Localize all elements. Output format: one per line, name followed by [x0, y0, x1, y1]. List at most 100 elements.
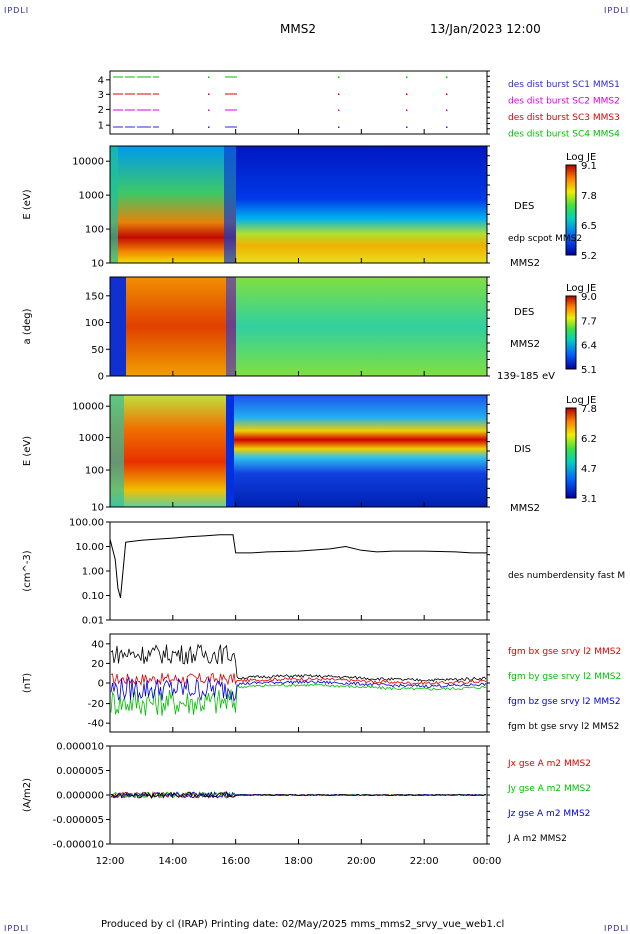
y-tick-label: 20	[91, 659, 104, 670]
current-panel	[109, 745, 488, 845]
y-tick-label: 0.000000	[56, 791, 104, 802]
y-tick-label: -20	[88, 699, 104, 710]
burst-dot	[446, 109, 448, 111]
bfield-legend-entry: fgm bx gse srvy l2 MMS2	[508, 647, 621, 657]
density-panel	[109, 521, 488, 621]
bfield-series-line	[110, 676, 487, 703]
density-series-line	[109, 534, 487, 599]
colorbar-title: Log JE	[566, 283, 596, 294]
datetime-title: 13/Jan/2023 12:00	[430, 22, 541, 36]
des-energy-overlay-label: edp scpot MMS2	[508, 234, 582, 244]
x-tick-label: 00:00	[473, 856, 502, 867]
colorbar-tick-label: 6.5	[581, 221, 597, 232]
colorbar-title: Log JE	[566, 152, 596, 163]
burst-dot	[338, 109, 340, 111]
y-axis-label: (A/m2)	[22, 778, 33, 812]
x-tick-label: 12:00	[96, 856, 125, 867]
bfield-series-line	[110, 672, 487, 686]
burst-panel	[109, 70, 488, 135]
y-tick-label: 10.00	[75, 542, 104, 553]
y-tick-label: 10000	[72, 157, 104, 168]
x-tick-label: 18:00	[284, 856, 313, 867]
burst-dot	[208, 76, 210, 78]
burst-dot	[406, 126, 408, 128]
current-legend-entry: J A m2 MMS2	[507, 834, 567, 844]
colorbar-tick-label: 5.2	[581, 251, 597, 262]
burst-dot	[338, 93, 340, 95]
des-energy-panel	[109, 145, 488, 264]
colorbar-tick-label: 6.2	[581, 434, 597, 445]
colorbar-tick-label: 5.1	[581, 365, 597, 376]
y-axis-label: E (eV)	[22, 436, 33, 466]
y-axis-label: (nT)	[22, 673, 33, 693]
burst-dot	[338, 126, 340, 128]
des-pitch-range-label: 139-185 eV	[497, 371, 555, 382]
burst-dot	[208, 109, 210, 111]
current-legend-entry: Jy gse A m2 MMS2	[507, 784, 591, 794]
y-tick-label: 0	[98, 372, 104, 383]
corner-label-tr: IPDLI	[604, 6, 630, 15]
colorbar-tick-label: 3.1	[581, 494, 597, 505]
y-tick-label: 0.10	[82, 591, 104, 602]
des-pitch-sublabel: MMS2	[510, 339, 540, 350]
x-tick-label: 20:00	[347, 856, 376, 867]
burst-dot	[446, 126, 448, 128]
y-tick-label: 1000	[79, 433, 104, 444]
bfield-panel	[109, 633, 488, 733]
burst-dot	[446, 76, 448, 78]
des-energy-label: DES	[514, 201, 534, 212]
y-tick-label: 100	[85, 466, 104, 477]
colorbar-des-pitch	[565, 295, 577, 370]
current-legend-entry: Jz gse A m2 MMS2	[507, 809, 590, 819]
y-tick-label: 10	[91, 259, 104, 270]
mission-title: MMS2	[280, 22, 316, 36]
current-legend-entry: Jx gse A m2 MMS2	[507, 759, 591, 769]
dis-energy-panel	[109, 394, 488, 508]
footer-text: Produced by cl (IRAP) Printing date: 02/…	[101, 919, 505, 930]
bfield-legend-entry: fgm bz gse srvy l2 MMS2	[508, 697, 621, 707]
y-tick-label: 2	[98, 105, 104, 116]
colorbar-title: Log JE	[566, 395, 596, 406]
colorbar-tick-label: 7.8	[581, 404, 597, 415]
burst-legend-entry: des dist burst SC1 MMS1	[508, 80, 620, 90]
des-energy-sublabel: MMS2	[510, 258, 540, 269]
colorbar-tick-label: 9.1	[581, 161, 597, 172]
colorbar-dis-energy	[565, 407, 577, 499]
corner-label-br: IPDLI	[604, 924, 630, 933]
dis-energy-sublabel: MMS2	[510, 503, 540, 514]
burst-legend-entry: des dist burst SC4 MMS4	[508, 130, 620, 140]
y-tick-label: 1000	[79, 191, 104, 202]
colorbar-tick-label: 9.0	[581, 292, 597, 303]
y-tick-label: 1	[98, 121, 104, 132]
burst-legend-entry: des dist burst SC3 MMS3	[508, 113, 620, 123]
des-pitch-panel	[109, 276, 488, 377]
burst-legend-entry: des dist burst SC2 MMS2	[508, 97, 620, 107]
y-tick-label: 100	[85, 318, 104, 329]
colorbar-tick-label: 7.8	[581, 191, 597, 202]
y-tick-label: 100.00	[69, 518, 104, 529]
y-tick-label: -0.000010	[53, 840, 104, 851]
y-tick-label: 40	[91, 639, 104, 650]
y-tick-label: 4	[98, 75, 104, 86]
y-tick-label: 10	[91, 503, 104, 514]
x-tick-label: 14:00	[158, 856, 187, 867]
y-tick-label: 0.000005	[56, 766, 104, 777]
colorbar-tick-label: 4.7	[581, 464, 597, 475]
y-tick-label: 10000	[72, 402, 104, 413]
burst-dot	[406, 93, 408, 95]
density-legend-entry: des numberdensity fast M	[508, 571, 625, 581]
burst-dot	[338, 76, 340, 78]
y-tick-label: 100	[85, 225, 104, 236]
burst-dot	[208, 93, 210, 95]
x-tick-label: 22:00	[410, 856, 439, 867]
bfield-legend-entry: fgm bt gse srvy l2 MMS2	[508, 722, 619, 732]
bfield-series-line	[110, 643, 487, 683]
y-tick-label: 1.00	[82, 567, 104, 578]
burst-dot	[406, 109, 408, 111]
y-tick-label: 0.000010	[56, 742, 104, 753]
bfield-legend-entry: fgm by gse srvy l2 MMS2	[508, 672, 621, 682]
colorbar-des-energy	[565, 164, 577, 256]
burst-dot	[406, 76, 408, 78]
corner-label-bl: IPDLI	[4, 924, 30, 933]
